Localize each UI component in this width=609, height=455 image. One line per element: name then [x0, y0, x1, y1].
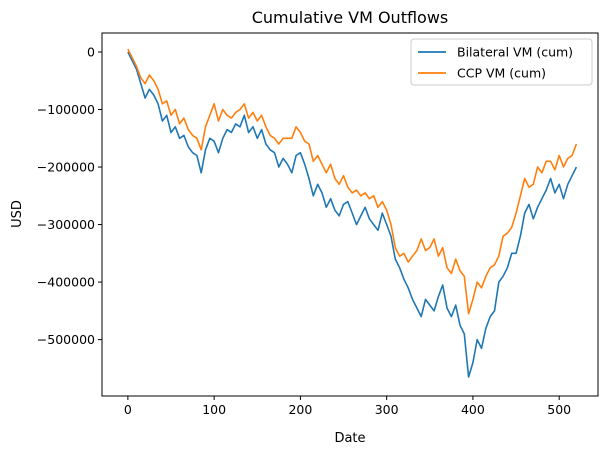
x-tick-label: 100: [202, 402, 226, 417]
y-tick-label: −400000: [37, 275, 95, 290]
series-line-1: [127, 51, 578, 378]
series-line-2: [127, 48, 578, 315]
y-tick-label: −200000: [37, 160, 95, 175]
y-tick-label: 0: [87, 44, 95, 59]
x-tick-label: 0: [124, 402, 132, 417]
y-tick-label: −300000: [37, 217, 95, 232]
y-axis-label: USD: [10, 200, 25, 228]
y-axis: 0 −100000 −200000 −300000 −400000 −500000: [37, 44, 102, 347]
x-axis: 0 100 200 300 400 500: [124, 396, 571, 417]
y-tick-label: −100000: [37, 102, 95, 117]
plot-area: [127, 48, 578, 378]
x-tick-label: 500: [547, 402, 571, 417]
x-axis-label: Date: [334, 431, 365, 446]
x-tick-label: 400: [461, 402, 485, 417]
legend: Bilateral VM (cum) CCP VM (cum): [410, 38, 593, 86]
chart-title: Cumulative VM Outflows: [252, 8, 449, 27]
legend-label-2: CCP VM (cum): [457, 66, 546, 81]
x-tick-label: 300: [375, 402, 399, 417]
y-tick-label: −500000: [37, 332, 95, 347]
legend-label-1: Bilateral VM (cum): [457, 45, 573, 60]
x-tick-label: 200: [288, 402, 312, 417]
plot-frame: [101, 32, 599, 397]
legend-box: [410, 38, 593, 86]
